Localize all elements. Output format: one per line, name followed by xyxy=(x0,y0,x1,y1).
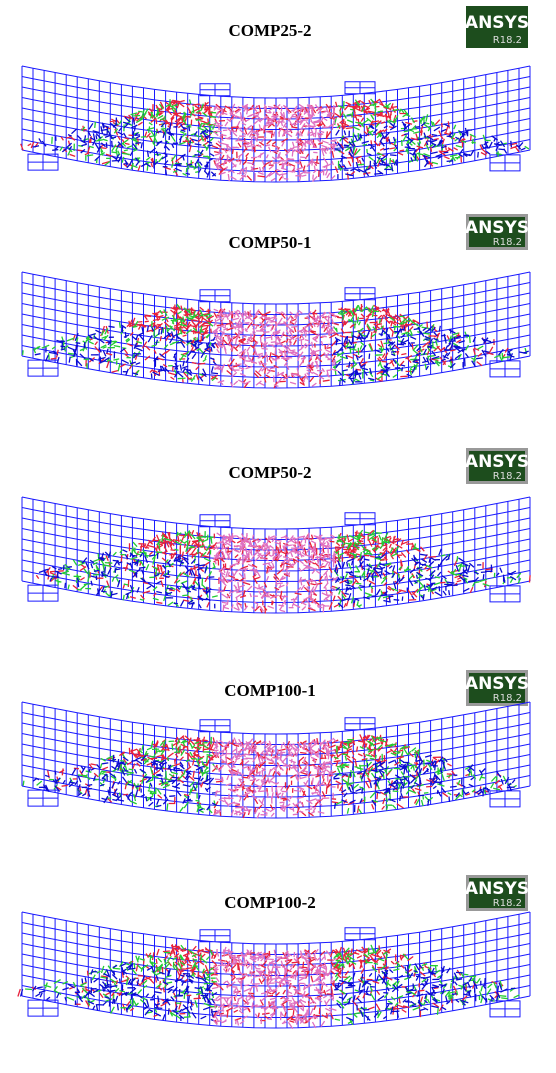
panel: COMP25-2 ANSYS R18.2 xyxy=(21,6,530,182)
badge-version: R18.2 xyxy=(493,898,522,909)
panel-title: COMP100-2 xyxy=(224,893,316,912)
badge-version: R18.2 xyxy=(493,471,522,482)
mesh xyxy=(22,66,530,182)
mesh xyxy=(22,912,530,1028)
badge-brand: ANSYS xyxy=(465,452,529,472)
panel-title: COMP25-2 xyxy=(228,21,311,40)
mesh xyxy=(22,702,530,818)
badge-brand: ANSYS xyxy=(465,879,529,899)
badge-brand: ANSYS xyxy=(465,674,529,694)
ansys-badge: ANSYS R18.2 xyxy=(465,6,529,48)
panel-title: COMP50-2 xyxy=(228,463,311,482)
badge-brand: ANSYS xyxy=(465,218,529,238)
badge-brand: ANSYS xyxy=(465,13,529,33)
badge-version: R18.2 xyxy=(493,35,522,46)
panel-title: COMP100-1 xyxy=(224,681,316,700)
mesh xyxy=(22,272,530,388)
figure: COMP25-2ANSYSR18.2COMP50-1ANSYSR18.2COMP… xyxy=(0,0,556,1073)
badge-version: R18.2 xyxy=(493,237,522,248)
badge-version: R18.2 xyxy=(493,693,522,704)
panel-title: COMP50-1 xyxy=(228,233,311,252)
